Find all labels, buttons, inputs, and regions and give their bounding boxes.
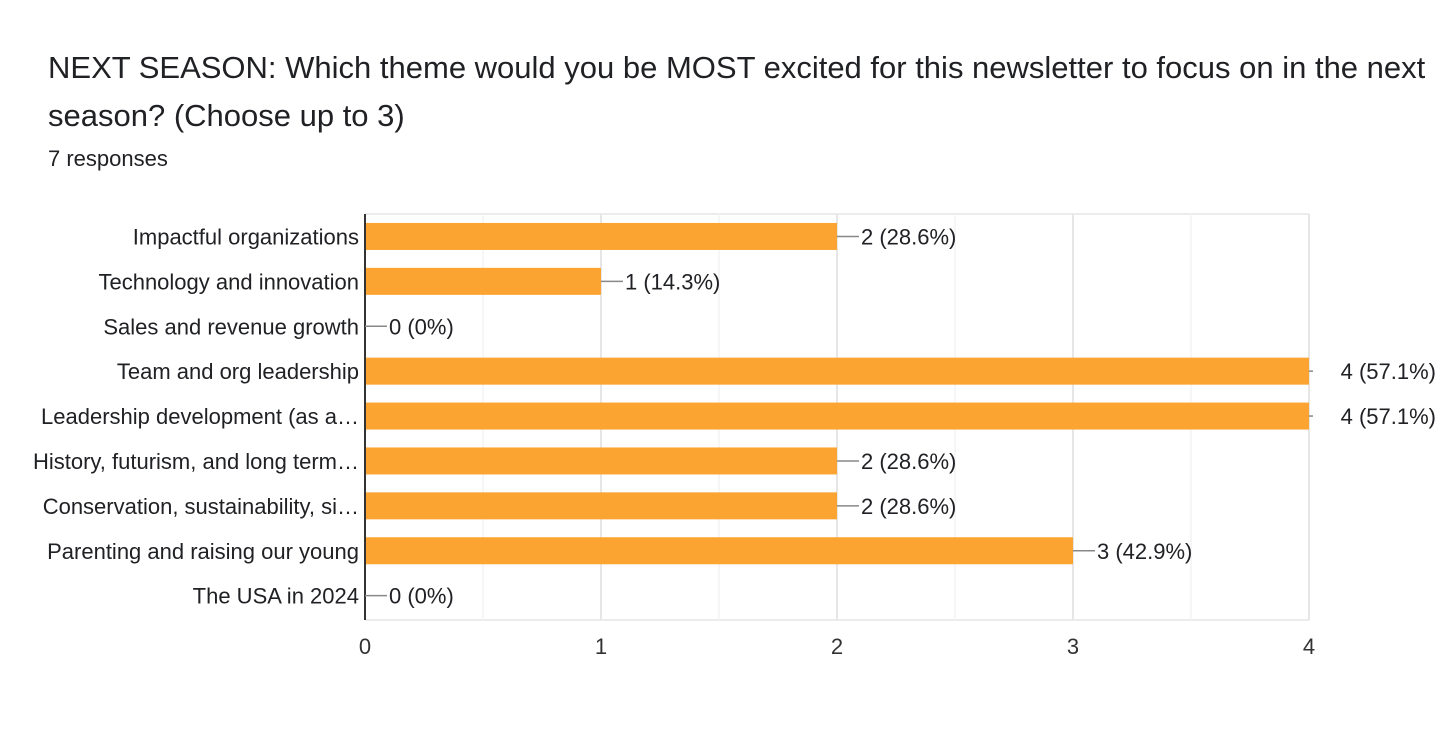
bar — [365, 447, 837, 475]
category-label: History, futurism, and long term… — [33, 449, 359, 474]
bar — [365, 402, 1309, 430]
category-label: Conservation, sustainability, si… — [43, 494, 359, 519]
category-label: Team and org leadership — [117, 359, 359, 384]
data-label: 2 (28.6%) — [861, 494, 956, 519]
category-label: Leadership development (as a… — [41, 404, 359, 429]
data-label: 0 (0%) — [389, 314, 454, 339]
data-label: 0 (0%) — [389, 584, 454, 609]
axes: 0 1 2 3 4 — [359, 214, 1315, 659]
data-label: 2 (28.6%) — [861, 449, 956, 474]
x-tick-label: 2 — [831, 634, 843, 659]
response-count: 7 responses — [48, 146, 168, 171]
data-label: 1 (14.3%) — [625, 269, 720, 294]
x-tick-label: 0 — [359, 634, 371, 659]
question-title: NEXT SEASON: Which theme would you be MO… — [48, 50, 1426, 133]
x-tick-label: 4 — [1303, 634, 1315, 659]
bar — [365, 267, 601, 295]
bar — [365, 357, 1309, 385]
bar — [365, 537, 1073, 565]
labels: 2 (28.6%) Impactful organizations 1 (14.3%… — [33, 224, 1436, 608]
category-label: Technology and innovation — [98, 269, 359, 294]
category-label: Parenting and raising our young — [47, 539, 359, 564]
category-label: The USA in 2024 — [193, 584, 359, 609]
x-tick-label: 3 — [1067, 634, 1079, 659]
category-label: Impactful organizations — [133, 224, 359, 249]
bar — [365, 222, 837, 250]
x-tick-label: 1 — [595, 634, 607, 659]
data-label: 4 (57.1%) — [1341, 359, 1436, 384]
category-label: Sales and revenue growth — [103, 314, 359, 339]
bar — [365, 492, 837, 520]
bars — [365, 222, 1309, 565]
data-label: 4 (57.1%) — [1341, 404, 1436, 429]
data-label: 2 (28.6%) — [861, 224, 956, 249]
data-label: 3 (42.9%) — [1097, 539, 1192, 564]
